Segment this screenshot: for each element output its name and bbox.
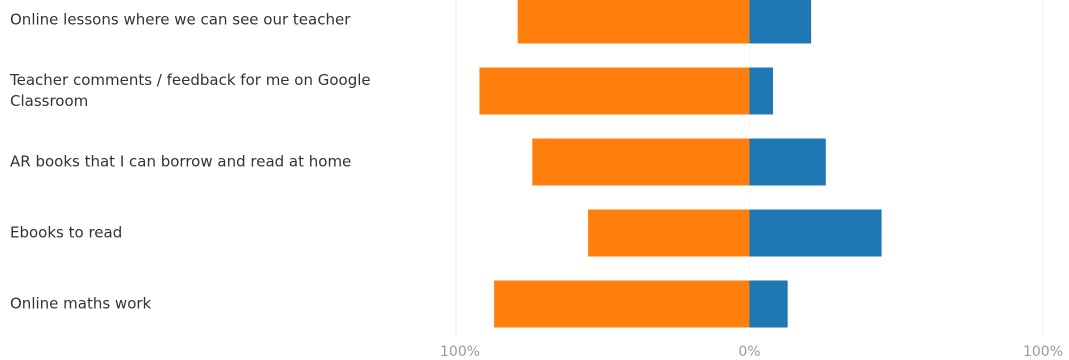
category-label: Online lessons where we can see our teac… bbox=[10, 11, 351, 29]
category-label: Teacher comments / feedback for me on Go… bbox=[9, 71, 371, 89]
bar-left-4 bbox=[588, 210, 749, 257]
bar-left-5 bbox=[494, 281, 749, 328]
x-tick-label: 100% bbox=[440, 344, 480, 360]
bar-right-1 bbox=[750, 0, 812, 44]
category-label: AR books that I can borrow and read at h… bbox=[10, 153, 351, 171]
category-label: Classroom bbox=[10, 92, 88, 110]
x-tick-label: 100% bbox=[1023, 344, 1063, 360]
category-label: Online maths work bbox=[10, 295, 152, 313]
category-label: Ebooks to read bbox=[10, 224, 122, 242]
bar-right-3 bbox=[750, 139, 826, 186]
bar-right-4 bbox=[750, 210, 882, 257]
bar-right-2 bbox=[750, 68, 773, 115]
bar-left-1 bbox=[518, 0, 750, 44]
bar-right-5 bbox=[750, 281, 788, 328]
x-tick-label: 0% bbox=[738, 344, 760, 360]
category-labels: Online lessons where we can see our teac… bbox=[9, 11, 371, 313]
bar-left-3 bbox=[532, 139, 749, 186]
bars bbox=[479, 0, 881, 328]
bar-left-2 bbox=[479, 68, 749, 115]
x-axis-ticks: 100% 0% 100% bbox=[440, 344, 1063, 360]
